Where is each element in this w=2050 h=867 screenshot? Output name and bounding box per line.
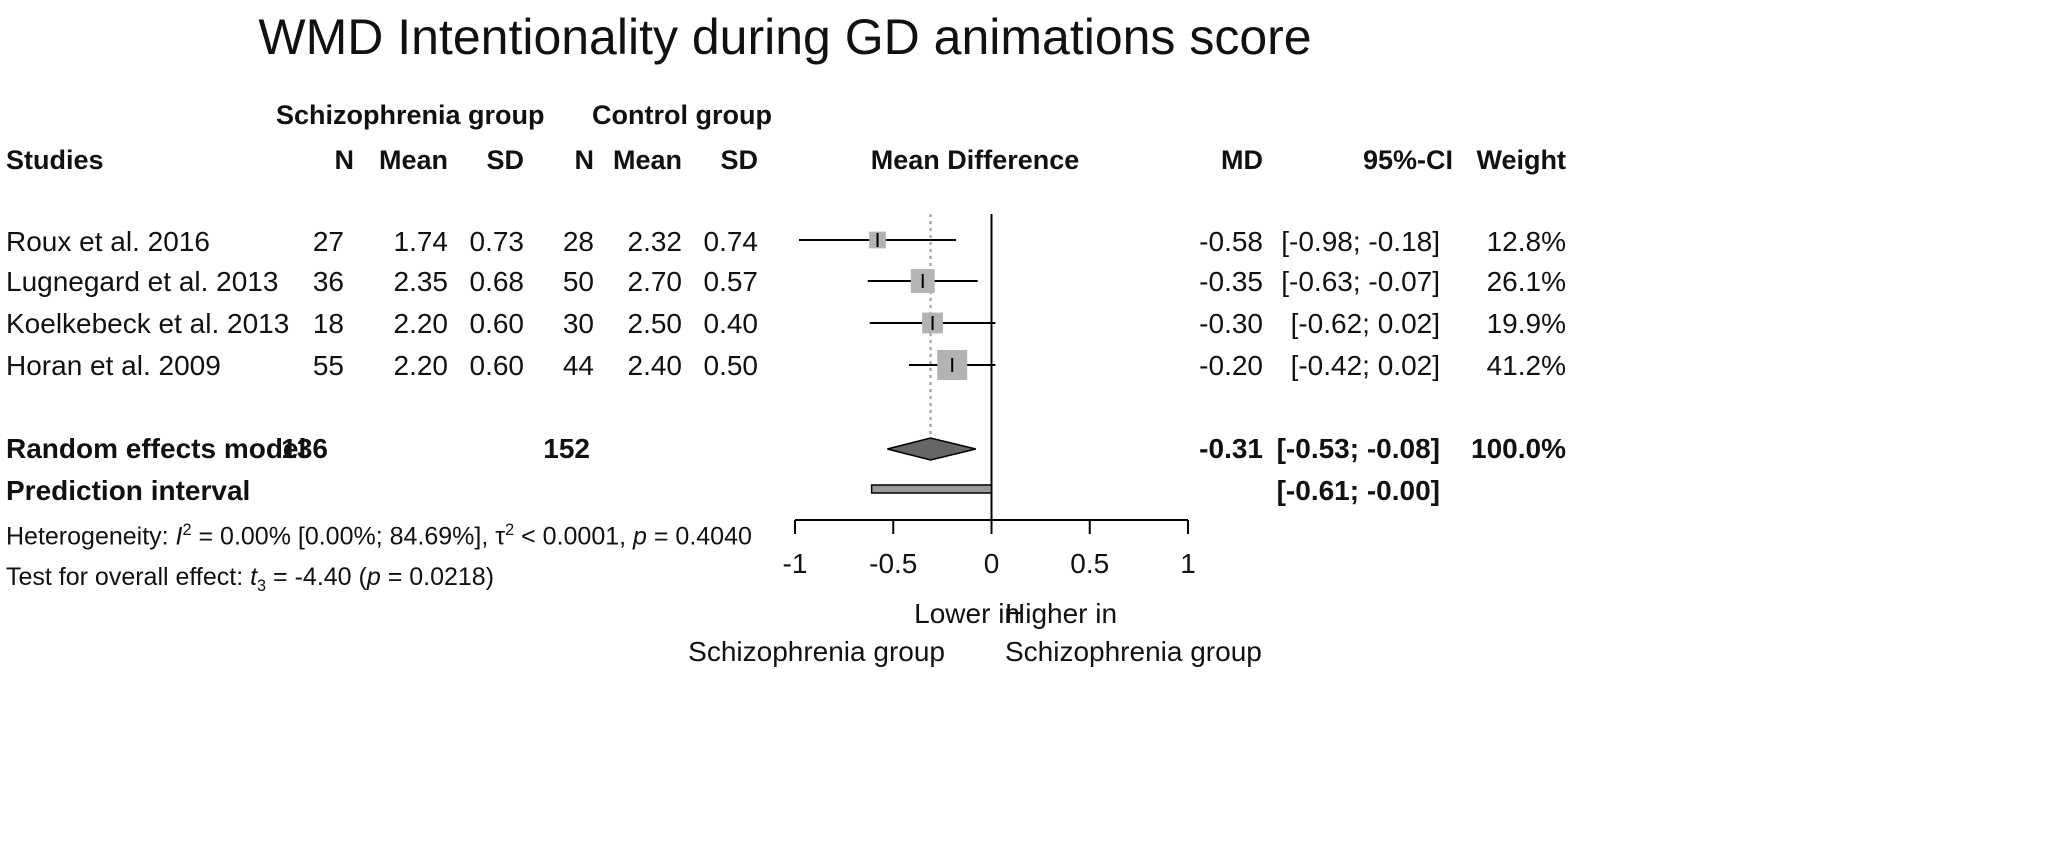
pooled-ci: [-0.53; -0.08] bbox=[1276, 433, 1440, 464]
direction-label-left-line2: Schizophrenia group bbox=[688, 636, 945, 667]
study-name: Lugnegard et al. 2013 bbox=[6, 266, 279, 297]
study-n1: 27 bbox=[312, 226, 344, 257]
col-header-mean1: Mean bbox=[378, 145, 448, 175]
study-mean1: 2.20 bbox=[393, 350, 449, 381]
pooled-weight: 100.0% bbox=[1471, 433, 1566, 464]
col-header-sd1: SD bbox=[486, 145, 524, 175]
x-axis-tick-label: 1 bbox=[1180, 548, 1196, 579]
study-ci: [-0.62; 0.02] bbox=[1290, 308, 1440, 339]
direction-label-right-line1: Higher in bbox=[1005, 598, 1118, 629]
x-axis-tick-label: 0.5 bbox=[1070, 548, 1109, 579]
study-md: -0.20 bbox=[1199, 350, 1263, 381]
pooled-n2: 152 bbox=[543, 433, 590, 464]
prediction-interval-bar bbox=[870, 484, 993, 494]
pooled-diamond bbox=[887, 437, 976, 461]
overall-effect-text: Test for overall effect: t3 = -4.40 (p =… bbox=[6, 563, 495, 595]
study-mean2: 2.40 bbox=[627, 350, 683, 381]
col-header-md: MD bbox=[1221, 145, 1263, 175]
study-n1: 36 bbox=[312, 266, 344, 297]
study-sd2: 0.50 bbox=[703, 350, 759, 381]
col-header-mean2: Mean bbox=[612, 145, 682, 175]
study-md: -0.35 bbox=[1199, 266, 1263, 297]
study-weight: 12.8% bbox=[1486, 226, 1566, 257]
direction-label-right-line2: Schizophrenia group bbox=[1005, 636, 1262, 667]
col-header-n2: N bbox=[574, 145, 595, 175]
col-header-studies: Studies bbox=[6, 145, 104, 175]
study-name: Koelkebeck et al. 2013 bbox=[6, 308, 290, 339]
study-weight: 26.1% bbox=[1486, 266, 1566, 297]
prediction-label: Prediction interval bbox=[6, 475, 251, 506]
col-header-plot: Mean Difference bbox=[870, 145, 1080, 175]
study-mean1: 1.74 bbox=[393, 226, 449, 257]
x-axis-tick-label: 0 bbox=[984, 548, 1000, 579]
study-mean2: 2.32 bbox=[627, 226, 683, 257]
experimental-group-header: Schizophrenia group bbox=[276, 100, 545, 130]
pooled-n1: 136 bbox=[281, 433, 328, 464]
study-n2: 30 bbox=[562, 308, 594, 339]
study-name: Roux et al. 2016 bbox=[6, 226, 210, 257]
study-mean1: 2.35 bbox=[393, 266, 449, 297]
pooled-md: -0.31 bbox=[1199, 433, 1263, 464]
study-n1: 55 bbox=[312, 350, 344, 381]
study-name: Horan et al. 2009 bbox=[6, 350, 221, 381]
col-header-sd2: SD bbox=[720, 145, 758, 175]
col-header-n1: N bbox=[334, 145, 355, 175]
study-sd2: 0.57 bbox=[703, 266, 759, 297]
study-n2: 28 bbox=[562, 226, 594, 257]
direction-label-left-line1: Lower in bbox=[914, 598, 1020, 629]
study-ci: [-0.63; -0.07] bbox=[1281, 266, 1440, 297]
study-mean2: 2.50 bbox=[627, 308, 683, 339]
study-sd1: 0.60 bbox=[469, 308, 525, 339]
study-n2: 44 bbox=[562, 350, 594, 381]
study-mean2: 2.70 bbox=[627, 266, 683, 297]
study-mean1: 2.20 bbox=[393, 308, 449, 339]
study-md: -0.58 bbox=[1199, 226, 1263, 257]
control-group-header: Control group bbox=[592, 100, 772, 130]
study-weight: 41.2% bbox=[1486, 350, 1566, 381]
study-n1: 18 bbox=[312, 308, 344, 339]
study-sd2: 0.40 bbox=[703, 308, 759, 339]
study-ci: [-0.42; 0.02] bbox=[1290, 350, 1440, 381]
pooled-label: Random effects model bbox=[6, 433, 307, 464]
x-axis-tick-label: -0.5 bbox=[869, 548, 917, 579]
study-sd2: 0.74 bbox=[703, 226, 759, 257]
study-weight: 19.9% bbox=[1486, 308, 1566, 339]
study-md: -0.30 bbox=[1199, 308, 1263, 339]
col-header-ci: 95%-CI bbox=[1362, 145, 1453, 175]
study-sd1: 0.60 bbox=[469, 350, 525, 381]
study-sd1: 0.68 bbox=[469, 266, 525, 297]
heterogeneity-text: Heterogeneity: I2 = 0.00% [0.00%; 84.69%… bbox=[6, 521, 752, 551]
study-sd1: 0.73 bbox=[469, 226, 525, 257]
chart-title: WMD Intentionality during GD animations … bbox=[258, 9, 1312, 65]
study-ci: [-0.98; -0.18] bbox=[1281, 226, 1440, 257]
x-axis-tick-label: -1 bbox=[783, 548, 808, 579]
prediction-ci: [-0.61; -0.00] bbox=[1276, 475, 1440, 506]
study-n2: 50 bbox=[562, 266, 594, 297]
col-header-weight: Weight bbox=[1476, 145, 1567, 175]
